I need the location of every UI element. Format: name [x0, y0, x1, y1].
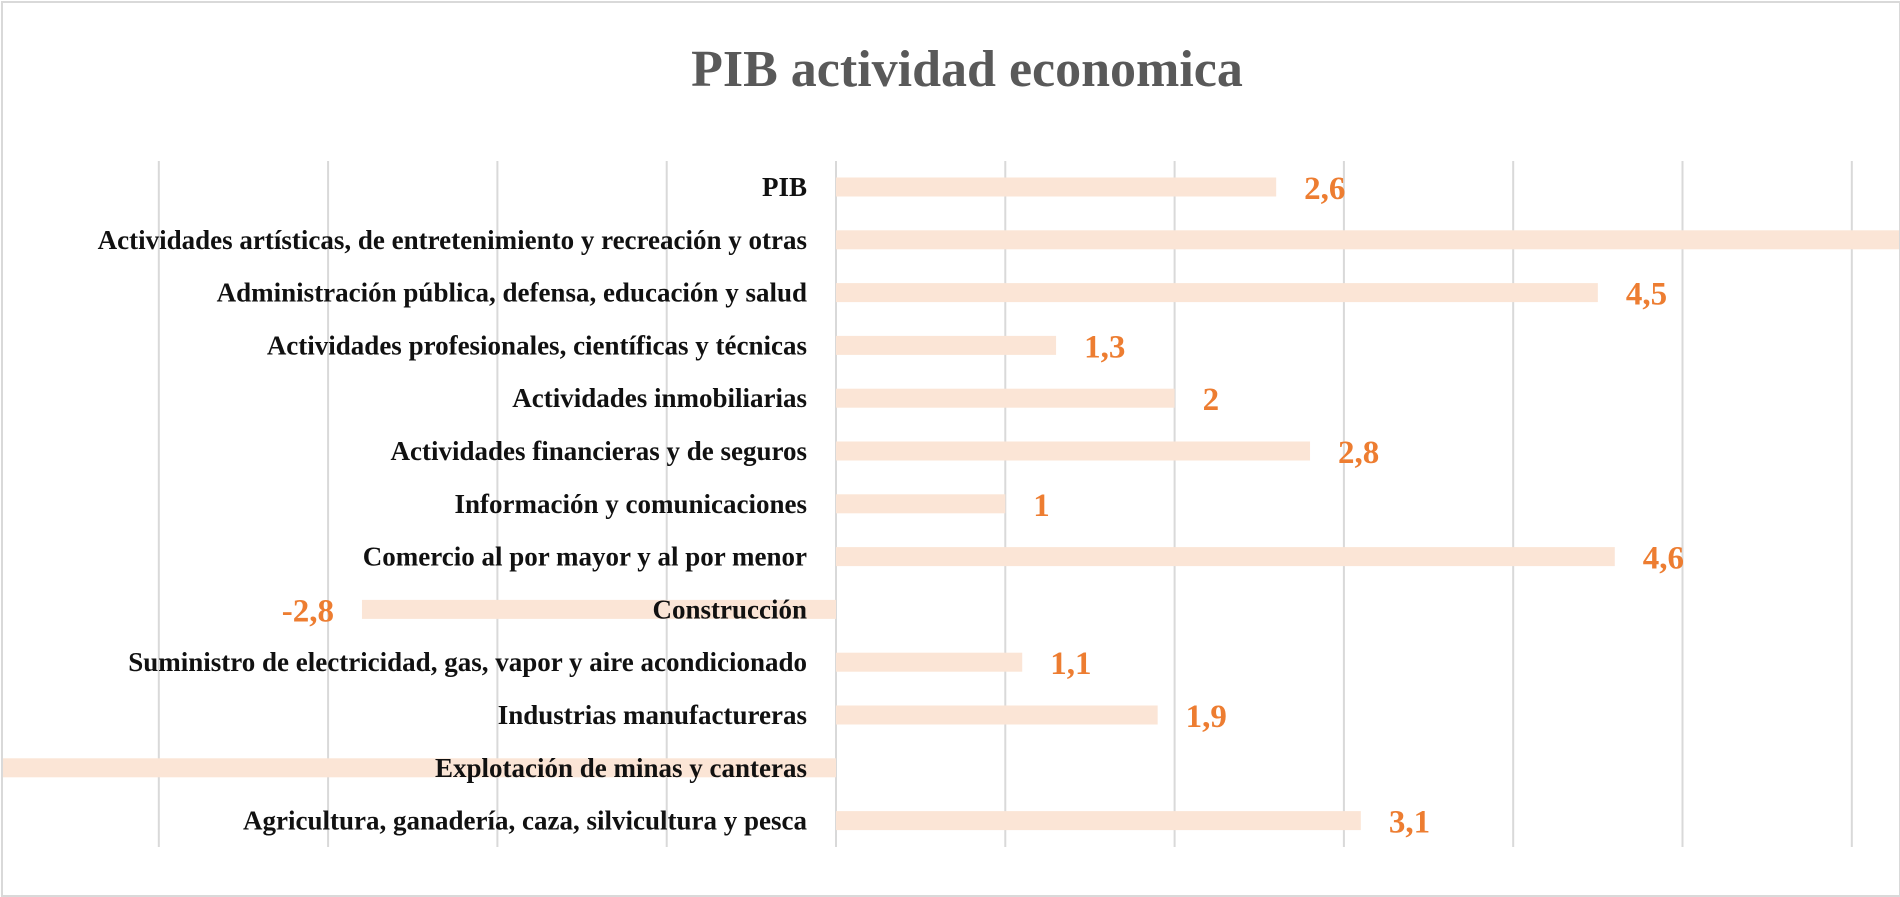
data-labels: 2,69,94,51,322,814,6-2,81,11,9-6,23,1: [282, 171, 1684, 841]
bar: [836, 335, 1057, 355]
category-label: Actividades profesionales, científicas y…: [267, 330, 807, 360]
category-label: Comercio al por mayor y al por menor: [363, 542, 807, 572]
data-label: 2: [1203, 382, 1220, 418]
data-label: 4,6: [1643, 541, 1684, 577]
bar: [836, 494, 1006, 514]
category-label: Construcción: [653, 594, 808, 624]
bar: [836, 177, 1277, 197]
category-label: Administración pública, defensa, educaci…: [217, 278, 807, 308]
category-label: Agricultura, ganadería, caza, silvicultu…: [243, 806, 807, 836]
category-label: Actividades inmobiliarias: [512, 383, 807, 413]
bar: [836, 705, 1158, 725]
category-label: Suministro de electricidad, gas, vapor y…: [128, 647, 807, 677]
data-label: 1,3: [1084, 329, 1125, 365]
bar: [836, 547, 1615, 567]
category-label: Información y comunicaciones: [455, 489, 807, 519]
category-label: Actividades financieras y de seguros: [391, 436, 808, 466]
data-label: 2,6: [1304, 171, 1345, 207]
data-label: 1,1: [1050, 646, 1091, 682]
bar: [836, 441, 1311, 461]
category-label: Actividades artísticas, de entretenimien…: [98, 225, 807, 255]
data-label: -2,8: [282, 593, 334, 629]
category-labels: PIB Actividades artísticas, de entretenim…: [98, 172, 808, 836]
category-label: Industrias manufactureras: [498, 700, 807, 730]
category-label: Explotación de minas y canteras: [435, 753, 807, 783]
bar: [836, 652, 1023, 672]
category-label: PIB: [762, 172, 807, 202]
data-label: 1: [1033, 488, 1050, 524]
bar: [3, 758, 837, 778]
bar: [836, 283, 1598, 303]
data-label: 1,9: [1186, 699, 1227, 735]
bar: [836, 230, 1899, 250]
bar: [836, 811, 1361, 831]
bar: [836, 388, 1175, 408]
data-label: 3,1: [1389, 805, 1430, 841]
bars: [3, 177, 1899, 831]
bar: [361, 599, 836, 619]
data-label: 2,8: [1338, 435, 1379, 471]
bar-chart: PIB Actividades artísticas, de entretenim…: [3, 41, 1899, 847]
data-label: 4,5: [1626, 277, 1667, 313]
chart-title: PIB actividad economica: [691, 41, 1243, 98]
